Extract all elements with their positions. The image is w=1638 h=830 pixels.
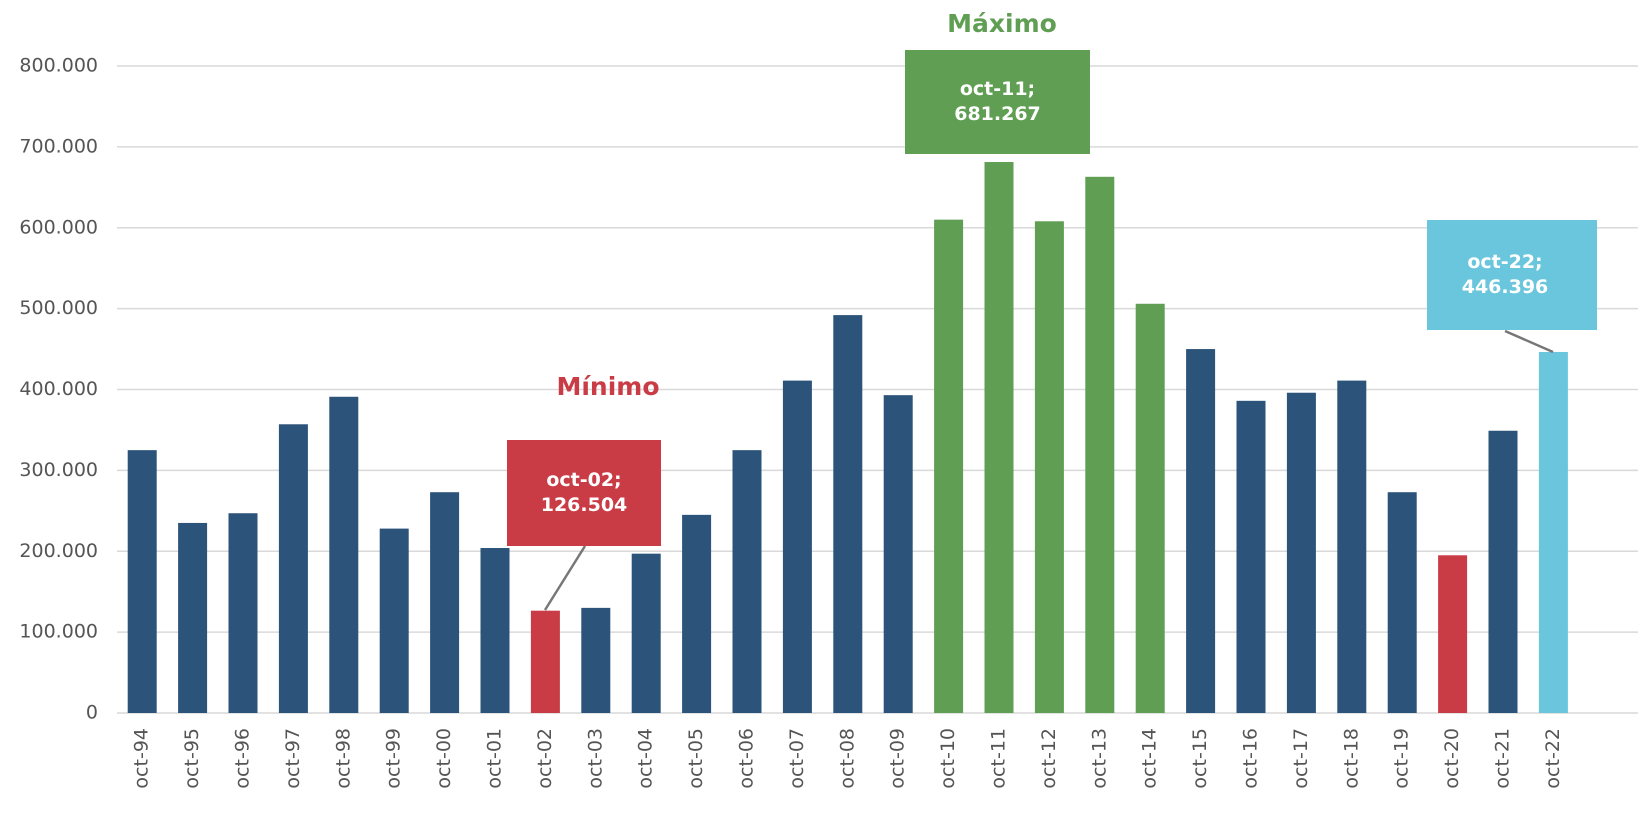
x-tick-label: oct-98	[332, 728, 354, 789]
callout-box	[905, 50, 1090, 154]
x-tick-label: oct-13	[1088, 728, 1110, 789]
bar	[682, 514, 712, 713]
x-tick-label: oct-04	[635, 728, 657, 789]
annotation-heading: Máximo	[947, 9, 1057, 38]
y-tick-label: 100.000	[19, 621, 98, 643]
bar	[631, 553, 661, 713]
bar	[1135, 303, 1165, 713]
x-tick-label: oct-03	[584, 728, 606, 789]
bar	[329, 396, 359, 713]
bar	[934, 219, 964, 713]
x-tick-label: oct-96	[232, 728, 254, 789]
x-tick-label: oct-10	[937, 728, 959, 789]
y-tick-label: 700.000	[19, 135, 98, 157]
bar	[732, 450, 762, 713]
bar	[581, 607, 611, 713]
bar	[1488, 430, 1518, 713]
x-tick-label: oct-00	[433, 728, 455, 789]
bar	[1034, 221, 1064, 713]
bar	[833, 315, 863, 713]
bar	[278, 424, 308, 713]
y-tick-label: 800.000	[19, 55, 98, 77]
y-tick-label: 500.000	[19, 297, 98, 319]
bar	[1438, 555, 1468, 713]
bar	[228, 513, 258, 713]
x-tick-label: oct-16	[1240, 728, 1262, 789]
callout-box	[507, 440, 661, 546]
x-tick-label: oct-02	[534, 728, 556, 789]
x-tick-label: oct-97	[282, 728, 304, 789]
bar	[1085, 176, 1115, 713]
y-tick-label: 200.000	[19, 540, 98, 562]
x-tick-label: oct-22	[1542, 728, 1564, 789]
x-tick-label: oct-14	[1139, 728, 1161, 789]
leader-line	[1504, 329, 1554, 354]
bar	[1286, 392, 1316, 713]
x-tick-label: oct-06	[736, 728, 758, 789]
x-tick-label: oct-19	[1391, 728, 1413, 789]
bar	[430, 492, 460, 713]
x-tick-label: oct-07	[786, 728, 808, 789]
x-tick-label: oct-11	[988, 728, 1010, 789]
annotation-heading: Mínimo	[556, 372, 659, 401]
bar	[480, 548, 510, 713]
bar	[1186, 349, 1216, 713]
x-tick-label: oct-05	[685, 728, 707, 789]
bar	[127, 450, 157, 713]
x-tick-label: oct-20	[1441, 728, 1463, 789]
callout-label: 126.504	[541, 494, 628, 516]
leader-line	[543, 545, 587, 611]
y-tick-label: 600.000	[19, 216, 98, 238]
bar	[379, 528, 409, 713]
x-tick-label: oct-09	[887, 728, 909, 789]
callout-label: oct-11;	[960, 78, 1035, 100]
x-tick-label: oct-95	[181, 728, 203, 789]
x-tick-label: oct-99	[383, 728, 405, 789]
bar	[178, 522, 208, 713]
bar	[1538, 351, 1568, 713]
y-tick-label: 0	[86, 702, 98, 724]
callout-label: 446.396	[1462, 276, 1549, 298]
y-tick-label: 300.000	[19, 459, 98, 481]
x-tick-label: oct-12	[1038, 728, 1060, 789]
bar	[1387, 492, 1417, 713]
x-tick-label: oct-01	[484, 728, 506, 789]
x-tick-label: oct-17	[1290, 728, 1312, 789]
callout-label: oct-22;	[1467, 251, 1542, 273]
x-tick-label: oct-15	[1189, 728, 1211, 789]
x-tick-label: oct-18	[1340, 728, 1362, 789]
bar	[883, 395, 913, 713]
bar	[1337, 380, 1367, 713]
x-tick-label: oct-94	[131, 728, 153, 789]
bar	[530, 610, 560, 713]
callout-box	[1427, 220, 1597, 330]
bar	[782, 380, 812, 713]
y-tick-label: 400.000	[19, 378, 98, 400]
x-tick-label: oct-08	[836, 728, 858, 789]
bar	[1236, 400, 1266, 713]
x-tick-label: oct-21	[1492, 728, 1514, 789]
bar	[984, 162, 1014, 713]
callout-label: oct-02;	[546, 469, 621, 491]
callout-label: 681.267	[954, 103, 1041, 125]
